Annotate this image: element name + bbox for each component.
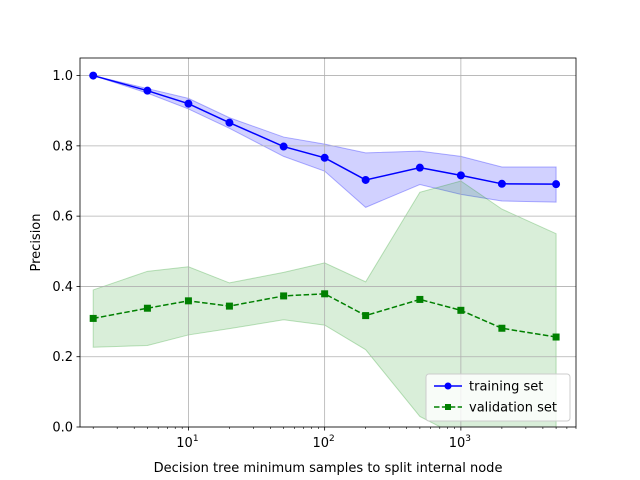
data-point (497, 179, 506, 188)
data-point (225, 302, 233, 310)
data-point (552, 180, 561, 189)
y-tick-label: 0.2 (52, 350, 73, 365)
plot-frame (79, 57, 577, 428)
data-point (225, 118, 234, 127)
y-tick-label: 0.4 (52, 280, 73, 295)
legend: training set validation set (425, 373, 571, 422)
data-point (89, 314, 97, 322)
y-tick-label: 0.8 (52, 139, 73, 154)
data-point (457, 306, 465, 314)
data-point (456, 171, 465, 180)
data-point (280, 292, 288, 300)
x-tick-label: 101 (176, 434, 198, 451)
data-point (552, 333, 560, 341)
data-point (184, 99, 193, 108)
data-point (320, 153, 329, 162)
x-tick-label: 102 (313, 434, 335, 451)
legend-marker-0 (444, 382, 452, 390)
data-point (184, 297, 192, 305)
y-tick-label: 0.6 (52, 210, 73, 225)
data-point (321, 290, 329, 298)
legend-label-0: training set (469, 380, 543, 395)
series-lines (89, 71, 561, 341)
y-axis-label: Precision (29, 213, 44, 271)
legend-label-1: validation set (469, 401, 557, 416)
axis-ticks: 0.0 0.2 0.4 0.6 0.8 1.0 101 102 103 (52, 69, 577, 451)
x-tick-label: 103 (449, 434, 471, 451)
x-axis-label: Decision tree minimum samples to split i… (154, 461, 503, 476)
data-point (143, 86, 152, 95)
data-point (279, 142, 288, 151)
data-point (89, 71, 98, 80)
data-point (361, 175, 370, 184)
data-point (416, 295, 424, 303)
y-tick-label: 0.0 (52, 421, 73, 436)
data-point (362, 312, 370, 320)
data-point (143, 304, 151, 312)
data-point (415, 163, 424, 172)
legend-marker-1 (445, 404, 451, 410)
y-tick-label: 1.0 (52, 69, 73, 84)
data-point (498, 324, 506, 332)
grid-lines (80, 58, 576, 428)
